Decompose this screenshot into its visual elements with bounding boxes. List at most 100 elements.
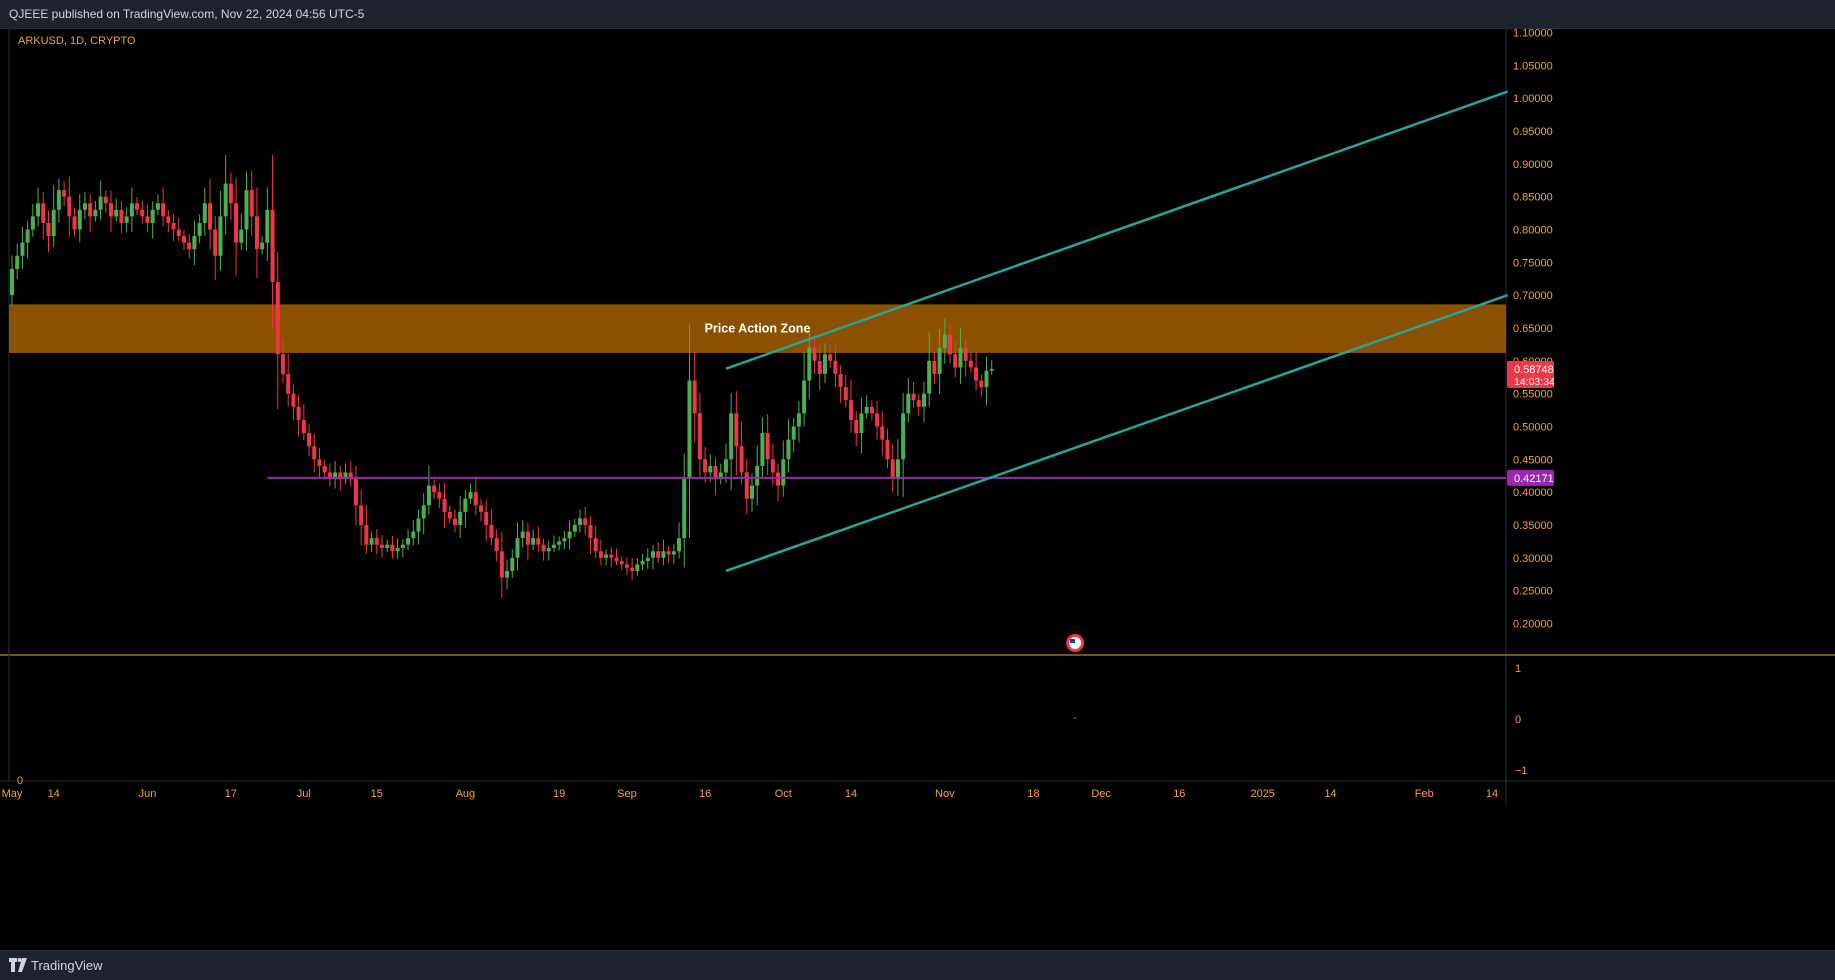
- candle-body: [786, 439, 791, 460]
- candle-body: [948, 334, 953, 355]
- candle-body: [734, 413, 739, 447]
- time-tick-label: 19: [553, 788, 565, 800]
- price-chart[interactable]: Price Action Zone 1.10000 1.05000 1.00000 0.…: [0, 29, 1835, 950]
- tradingview-brand[interactable]: TradingView: [31, 958, 103, 973]
- candle-body: [82, 203, 87, 210]
- candle-body: [708, 465, 713, 473]
- candle-body: [213, 229, 218, 256]
- candle-body: [916, 400, 921, 407]
- candle-body: [322, 465, 327, 473]
- candle-body: [109, 203, 114, 217]
- candle-body: [859, 413, 864, 434]
- candle-body: [129, 203, 134, 217]
- candle-body: [275, 282, 280, 355]
- time-tick-label: 16: [699, 788, 711, 800]
- candle-body: [171, 222, 176, 230]
- candle-body: [254, 216, 259, 250]
- candle-body: [666, 551, 671, 555]
- candle-body: [750, 485, 754, 499]
- candle-body: [374, 538, 379, 545]
- time-tick-label: Oct: [775, 788, 792, 800]
- candle-body: [807, 347, 812, 381]
- published-text: QJEEE published on TradingView.com, Nov …: [9, 7, 365, 21]
- candle-body: [593, 538, 598, 552]
- last-price-value: 0.58748: [1514, 364, 1554, 376]
- support-price-tag[interactable]: [1507, 469, 1554, 486]
- candle-body: [46, 222, 51, 237]
- time-tick-label: Nov: [935, 788, 955, 800]
- candle-body: [598, 551, 603, 558]
- candle-body: [645, 557, 650, 562]
- symbol-label[interactable]: ARKUSD, 1D, CRYPTO: [18, 35, 136, 47]
- candle-body: [713, 465, 718, 480]
- candle-body: [494, 538, 499, 552]
- candle-body: [411, 531, 416, 539]
- candle-body: [562, 538, 567, 542]
- candle-body: [103, 196, 108, 204]
- candle-body: [286, 373, 291, 394]
- candle-body: [624, 564, 629, 568]
- candle-body: [114, 209, 119, 217]
- candle-body: [499, 551, 504, 578]
- candle-body: [703, 459, 708, 473]
- candle-body: [98, 196, 103, 210]
- time-tick-label: Jul: [297, 788, 311, 800]
- candle-body: [51, 209, 56, 237]
- candle-body: [640, 561, 645, 565]
- channel-upper-line[interactable]: [725, 90, 1509, 370]
- price-action-zone[interactable]: [9, 304, 1506, 353]
- candle-body: [718, 472, 723, 480]
- candle-body: [145, 216, 150, 223]
- candle-body: [155, 203, 160, 210]
- tradingview-logo-icon[interactable]: [9, 958, 27, 972]
- candle-body: [796, 413, 801, 427]
- candle-body: [744, 472, 749, 499]
- candle-body: [531, 538, 536, 545]
- candle-body: [426, 485, 431, 506]
- channel-lower-line[interactable]: [725, 293, 1509, 573]
- candle-body: [906, 393, 911, 414]
- price-tick-label: 0.40000: [1513, 487, 1553, 499]
- candle-body: [202, 203, 207, 223]
- time-tick-label: Jun: [139, 788, 157, 800]
- candle-body: [181, 236, 186, 243]
- zone-label: Price Action Zone: [705, 322, 811, 336]
- candle-body: [187, 242, 192, 250]
- candle-body: [854, 419, 859, 434]
- candle-body: [442, 498, 447, 512]
- time-tick-label: 14: [845, 788, 857, 800]
- candle-body: [364, 525, 369, 545]
- candle-body: [390, 544, 395, 552]
- candle-body: [697, 413, 702, 460]
- candle-body: [822, 354, 827, 374]
- candle-body: [437, 492, 442, 499]
- candle-body: [671, 551, 676, 555]
- candle-body: [244, 190, 249, 230]
- candle-body: [479, 505, 484, 512]
- price-tick-label: 0.75000: [1513, 257, 1553, 269]
- candle-body: [677, 538, 682, 552]
- candle-body: [369, 538, 374, 545]
- time-tick-label: 15: [371, 788, 383, 800]
- candle-body: [661, 551, 666, 558]
- price-tick-label: 1.05000: [1513, 60, 1553, 72]
- candle-body: [843, 387, 848, 401]
- candle-body: [10, 268, 14, 296]
- candle-body: [614, 557, 619, 562]
- candle-body: [911, 393, 916, 401]
- publish-header: QJEEE published on TradingView.com, Nov …: [0, 0, 1835, 29]
- candle-body: [901, 413, 906, 460]
- candle-body: [984, 370, 989, 388]
- price-tick-label: 0.70000: [1513, 290, 1553, 302]
- price-tick-label: 0.85000: [1513, 192, 1553, 204]
- candle-body: [895, 459, 900, 480]
- price-tick-label: 0.90000: [1513, 159, 1553, 171]
- footer-bar: TradingView: [0, 950, 1835, 980]
- candle-body: [56, 190, 61, 210]
- candle-body: [776, 472, 781, 486]
- candle-body: [546, 547, 551, 552]
- last-price-tag[interactable]: [1507, 361, 1554, 389]
- candle-body: [239, 229, 244, 243]
- time-tick-label: Aug: [456, 788, 476, 800]
- candle-body: [515, 538, 520, 558]
